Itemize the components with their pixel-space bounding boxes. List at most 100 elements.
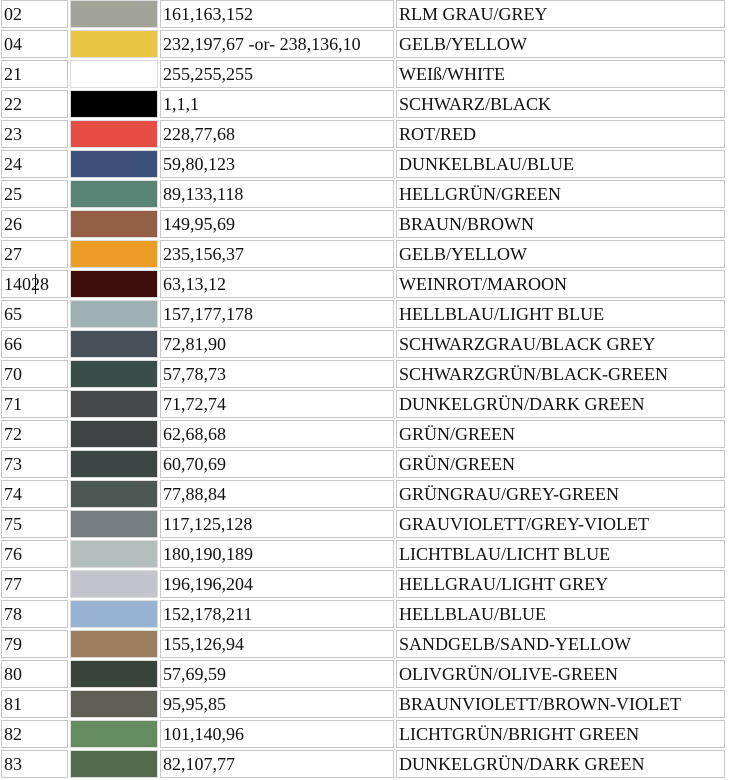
name-cell[interactable]: DUNKELBLAU/BLUE [396, 150, 725, 178]
code-cell[interactable]: 02 [1, 0, 68, 28]
color-name: HELLBLAU/LIGHT BLUE [399, 304, 605, 324]
rgb-value: 89,133,118 [163, 184, 244, 204]
code-cell[interactable]: 83 [1, 750, 68, 778]
rgb-value: 232,197,67 -or- 238,136,10 [163, 34, 361, 54]
code-cell[interactable]: 81 [1, 690, 68, 718]
name-cell[interactable]: HELLGRAU/LIGHT GREY [396, 570, 725, 598]
name-cell[interactable]: SANDGELB/SAND-YELLOW [396, 630, 725, 658]
table-row: 25 89,133,118 HELLGRÜN/GREEN [1, 180, 725, 208]
rgb-cell[interactable]: 228,77,68 [160, 120, 394, 148]
rgb-cell[interactable]: 255,255,255 [160, 60, 394, 88]
name-cell[interactable]: GRAUVIOLETT/GREY-VIOLET [396, 510, 725, 538]
rgb-cell[interactable]: 232,197,67 -or- 238,136,10 [160, 30, 394, 58]
name-cell[interactable]: GELB/YELLOW [396, 30, 725, 58]
color-code: 26 [4, 214, 22, 234]
table-row: 77 196,196,204 HELLGRAU/LIGHT GREY [1, 570, 725, 598]
code-cell[interactable]: 82 [1, 720, 68, 748]
code-cell[interactable]: 73 [1, 450, 68, 478]
code-cell[interactable]: 79 [1, 630, 68, 658]
name-cell[interactable]: SCHWARZGRÜN/BLACK-GREEN [396, 360, 725, 388]
code-cell[interactable]: 27 [1, 240, 68, 268]
color-swatch [71, 421, 157, 447]
rgb-cell[interactable]: 235,156,37 [160, 240, 394, 268]
name-cell[interactable]: SCHWARZ/BLACK [396, 90, 725, 118]
rgb-cell[interactable]: 62,68,68 [160, 420, 394, 448]
color-name: SCHWARZ/BLACK [399, 94, 552, 114]
code-cell[interactable]: 74 [1, 480, 68, 508]
table-row: 27 235,156,37 GELB/YELLOW [1, 240, 725, 268]
rgb-cell[interactable]: 117,125,128 [160, 510, 394, 538]
rgb-cell[interactable]: 152,178,211 [160, 600, 394, 628]
color-swatch [71, 241, 157, 267]
rgb-cell[interactable]: 71,72,74 [160, 390, 394, 418]
rgb-cell[interactable]: 95,95,85 [160, 690, 394, 718]
code-cell[interactable]: 77 [1, 570, 68, 598]
swatch-cell [70, 720, 158, 748]
code-cell[interactable]: 80 [1, 660, 68, 688]
rgb-value: 59,80,123 [163, 154, 235, 174]
color-swatch [71, 211, 157, 237]
code-cell[interactable]: 23 [1, 120, 68, 148]
code-cell[interactable]: 04 [1, 30, 68, 58]
table-row: 22 1,1,1 SCHWARZ/BLACK [1, 90, 725, 118]
code-cell[interactable]: 21 [1, 60, 68, 88]
name-cell[interactable]: SCHWARZGRAU/BLACK GREY [396, 330, 725, 358]
code-cell[interactable]: 25 [1, 180, 68, 208]
code-cell[interactable]: 72 [1, 420, 68, 448]
name-cell[interactable]: WEINROT/MAROON [396, 270, 725, 298]
code-cell[interactable]: 78 [1, 600, 68, 628]
name-cell[interactable]: HELLGRÜN/GREEN [396, 180, 725, 208]
rgb-cell[interactable]: 82,107,77 [160, 750, 394, 778]
rgb-cell[interactable]: 196,196,204 [160, 570, 394, 598]
rgb-cell[interactable]: 57,78,73 [160, 360, 394, 388]
rgb-cell[interactable]: 59,80,123 [160, 150, 394, 178]
name-cell[interactable]: ROT/RED [396, 120, 725, 148]
name-cell[interactable]: OLIVGRÜN/OLIVE-GREEN [396, 660, 725, 688]
name-cell[interactable]: GRÜNGRAU/GREY-GREEN [396, 480, 725, 508]
code-cell[interactable]: 22 [1, 90, 68, 118]
rgb-cell[interactable]: 57,69,59 [160, 660, 394, 688]
swatch-cell [70, 300, 158, 328]
name-cell[interactable]: BRAUN/BROWN [396, 210, 725, 238]
rgb-cell[interactable]: 101,140,96 [160, 720, 394, 748]
rgb-cell[interactable]: 149,95,69 [160, 210, 394, 238]
name-cell[interactable]: GRÜN/GREEN [396, 450, 725, 478]
color-swatch [71, 631, 157, 657]
code-cell[interactable]: 14028 [1, 270, 68, 298]
rgb-cell[interactable]: 72,81,90 [160, 330, 394, 358]
name-cell[interactable]: DUNKELGRÜN/DARK GREEN [396, 390, 725, 418]
name-cell[interactable]: GELB/YELLOW [396, 240, 725, 268]
swatch-cell [70, 90, 158, 118]
rgb-cell[interactable]: 157,177,178 [160, 300, 394, 328]
name-cell[interactable]: LICHTBLAU/LICHT BLUE [396, 540, 725, 568]
name-cell[interactable]: HELLBLAU/LIGHT BLUE [396, 300, 725, 328]
name-cell[interactable]: RLM GRAU/GREY [396, 0, 725, 28]
code-cell[interactable]: 24 [1, 150, 68, 178]
code-cell[interactable]: 71 [1, 390, 68, 418]
rgb-cell[interactable]: 180,190,189 [160, 540, 394, 568]
name-cell[interactable]: LICHTGRÜN/BRIGHT GREEN [396, 720, 725, 748]
code-cell[interactable]: 65 [1, 300, 68, 328]
rgb-cell[interactable]: 63,13,12 [160, 270, 394, 298]
color-swatch [71, 271, 157, 297]
rgb-cell[interactable]: 89,133,118 [160, 180, 394, 208]
color-code: 70 [4, 364, 22, 384]
name-cell[interactable]: WEIß/WHITE [396, 60, 725, 88]
table-row: 80 57,69,59 OLIVGRÜN/OLIVE-GREEN [1, 660, 725, 688]
code-cell[interactable]: 76 [1, 540, 68, 568]
code-cell[interactable]: 66 [1, 330, 68, 358]
rgb-cell[interactable]: 161,163,152 [160, 0, 394, 28]
name-cell[interactable]: DUNKELGRÜN/DARK GREEN [396, 750, 725, 778]
name-cell[interactable]: HELLBLAU/BLUE [396, 600, 725, 628]
rgb-value: 157,177,178 [163, 304, 253, 324]
rgb-cell[interactable]: 60,70,69 [160, 450, 394, 478]
code-cell[interactable]: 75 [1, 510, 68, 538]
rgb-cell[interactable]: 77,88,84 [160, 480, 394, 508]
code-cell[interactable]: 70 [1, 360, 68, 388]
color-swatch [71, 181, 157, 207]
name-cell[interactable]: BRAUNVIOLETT/BROWN-VIOLET [396, 690, 725, 718]
code-cell[interactable]: 26 [1, 210, 68, 238]
rgb-cell[interactable]: 1,1,1 [160, 90, 394, 118]
rgb-cell[interactable]: 155,126,94 [160, 630, 394, 658]
name-cell[interactable]: GRÜN/GREEN [396, 420, 725, 448]
